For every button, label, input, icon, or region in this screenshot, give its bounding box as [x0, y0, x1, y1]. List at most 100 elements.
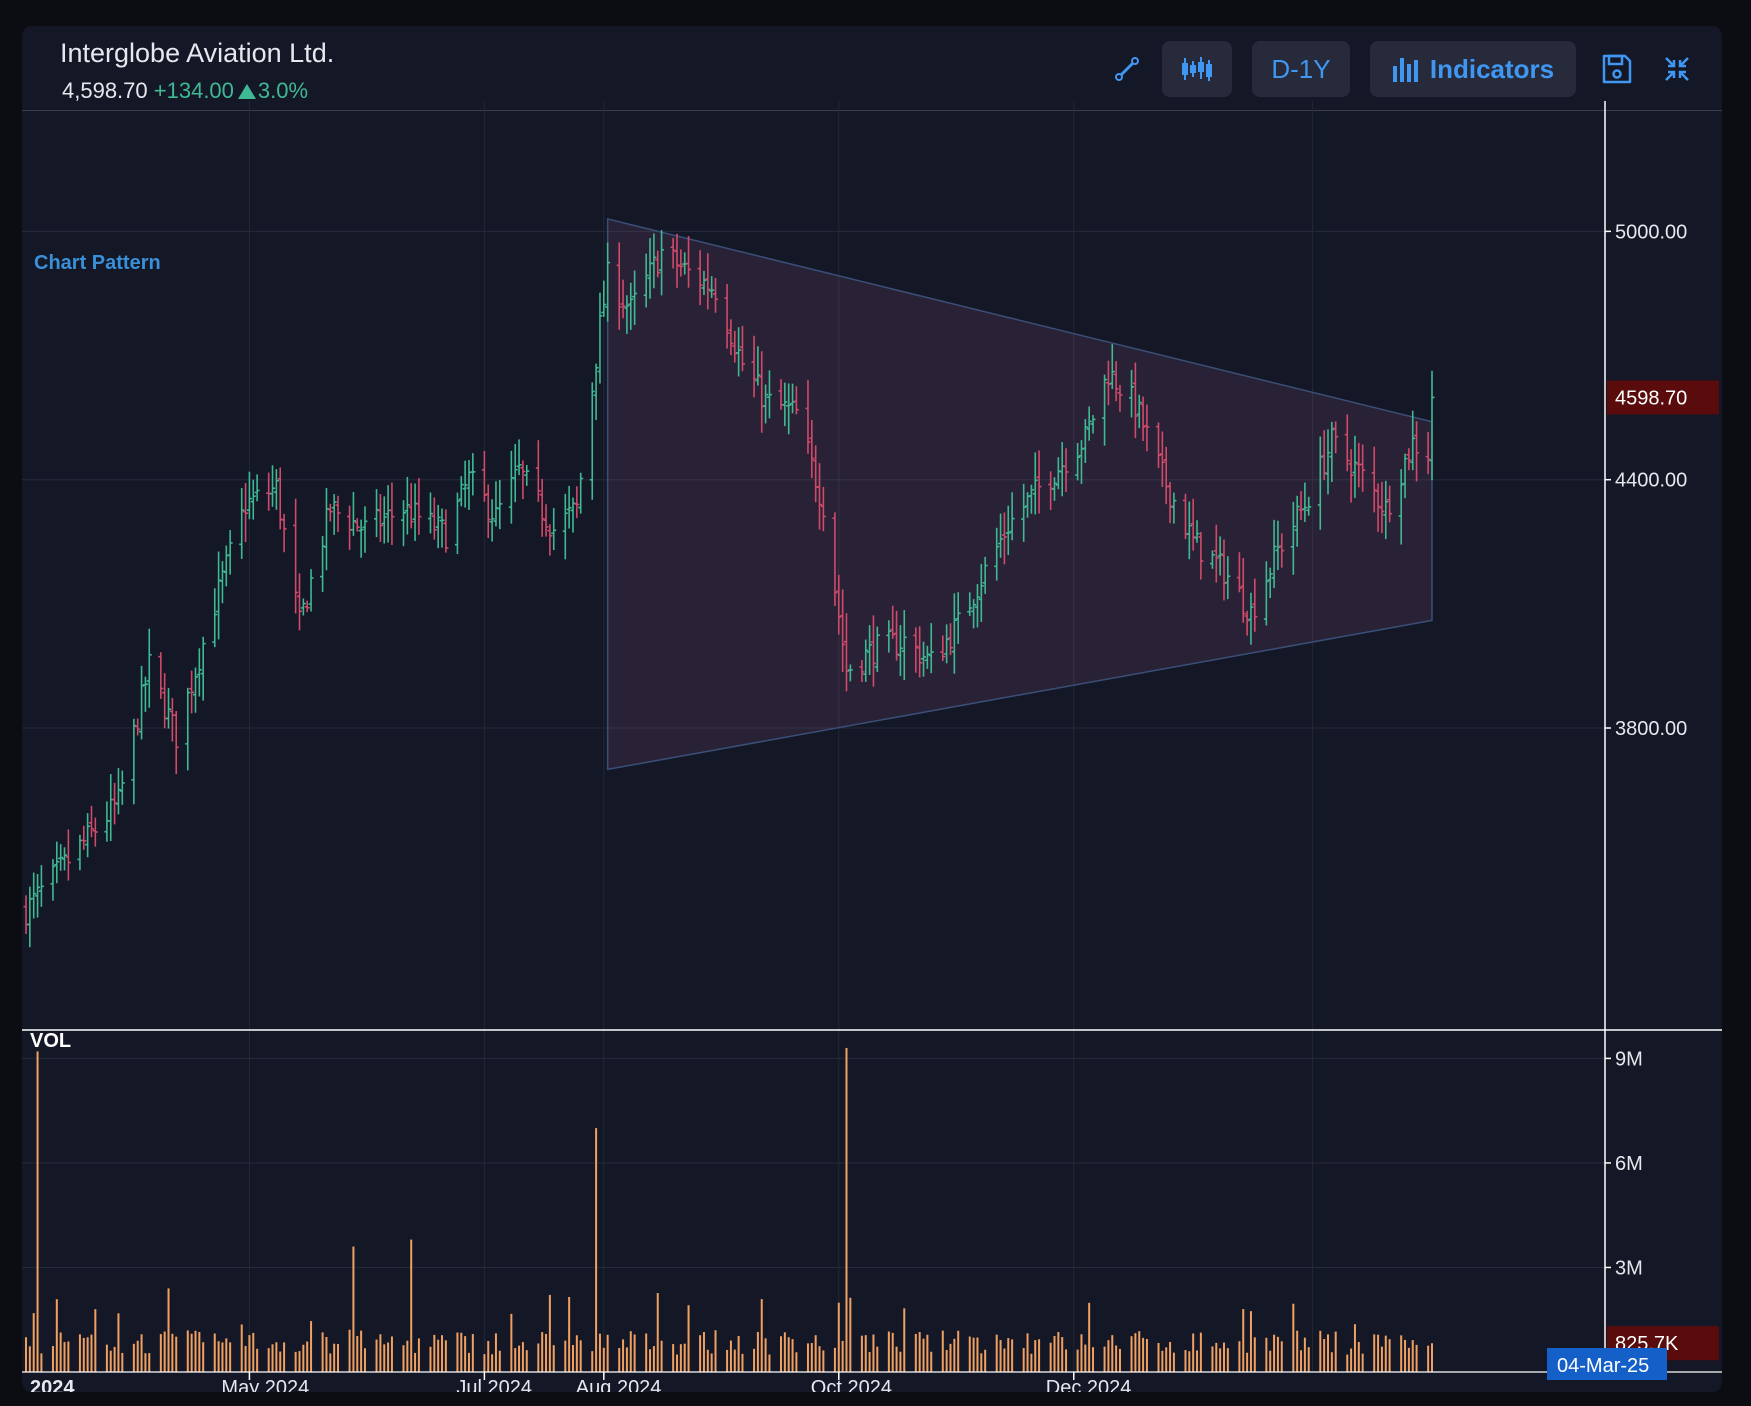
ohlc-bar — [27, 886, 33, 948]
chart-pattern-label[interactable]: Chart Pattern — [34, 252, 161, 274]
volume-bar — [1107, 1340, 1110, 1372]
volume-bar — [329, 1353, 332, 1372]
chart-pattern-triangle[interactable] — [606, 217, 1433, 771]
ohlc-bar — [793, 386, 799, 415]
volume-bar — [144, 1353, 147, 1372]
ohlc-bar — [628, 282, 634, 330]
ohlc-bar — [119, 770, 125, 805]
indicators-button[interactable]: Indicators — [1370, 41, 1576, 97]
volume-bar — [217, 1341, 220, 1372]
ohlc-bar — [624, 295, 630, 334]
volume-bar — [471, 1334, 474, 1372]
volume-bar — [275, 1342, 278, 1372]
volume-bar — [375, 1339, 378, 1372]
volume-bar — [194, 1330, 197, 1372]
volume-axis: 9M 6M 3M — [1605, 1048, 1643, 1279]
volume-bar — [564, 1340, 567, 1372]
ohlc-bar — [897, 625, 903, 677]
trendline-draw-icon — [1115, 57, 1139, 81]
volume-bar — [841, 1340, 844, 1372]
date-tick-label: 2024 — [30, 1377, 75, 1392]
ohlc-bar — [308, 569, 314, 612]
ohlc-bar — [1352, 435, 1358, 498]
volume-bar — [202, 1342, 205, 1372]
ohlc-bar — [131, 718, 137, 805]
save-button[interactable] — [1592, 41, 1642, 97]
draw-trendline-button[interactable] — [1102, 41, 1152, 97]
volume-bar — [1319, 1330, 1322, 1372]
ohlc-bar — [1159, 431, 1165, 488]
volume-bar — [1007, 1338, 1010, 1372]
up-arrow-icon — [237, 84, 256, 99]
volume-bar — [756, 1331, 759, 1372]
volume-bar — [1249, 1311, 1252, 1372]
ohlc-bar — [239, 487, 245, 559]
ohlc-bar — [1132, 362, 1138, 439]
volume-bar — [190, 1333, 193, 1372]
collapse-button[interactable] — [1652, 41, 1702, 97]
volume-bar — [59, 1332, 62, 1372]
ohlc-bar — [1136, 394, 1142, 429]
volume-bar — [849, 1297, 852, 1372]
period-button[interactable]: D-1Y — [1252, 41, 1350, 97]
chart-type-button[interactable] — [1162, 41, 1232, 97]
indicators-label: Indicators — [1429, 53, 1555, 84]
ohlc-bar — [1306, 496, 1312, 516]
ohlc-bar — [92, 817, 98, 847]
ohlc-bar — [847, 664, 853, 682]
volume-bar — [579, 1340, 582, 1372]
ohlc-bar — [1051, 477, 1057, 501]
ohlc-bar — [216, 551, 222, 640]
volume-tick-label: 9M — [1615, 1048, 1643, 1070]
volume-bar — [1296, 1330, 1299, 1372]
volume-bar — [163, 1331, 166, 1372]
volume-bar — [787, 1337, 790, 1372]
ohlc-bar — [947, 623, 953, 656]
ohlc-bar — [1252, 578, 1258, 632]
ohlc-bar — [786, 383, 792, 435]
ohlc-bar — [605, 242, 611, 322]
date-tick-label: Dec 2024 — [1046, 1377, 1132, 1392]
volume-bar — [714, 1330, 717, 1372]
volume-tick-label: 3M — [1615, 1257, 1643, 1279]
price-volume-chart[interactable]: 5000.00 4400.00 3800.00 9M 6M 3M 2024 May 202… — [22, 26, 1722, 1392]
volume-bar — [429, 1346, 432, 1372]
ohlc-bar — [158, 652, 164, 699]
ohlc-bar — [863, 639, 869, 682]
ohlc-bar — [1290, 501, 1296, 575]
ohlc-bar — [817, 463, 823, 530]
ohlc-bar — [1425, 432, 1431, 475]
volume-bar — [1384, 1335, 1387, 1372]
volume-bar — [283, 1342, 286, 1372]
ohlc-bar — [462, 460, 468, 508]
ohlc-bar — [250, 479, 256, 520]
volume-bar — [379, 1334, 382, 1372]
volume-bar — [1411, 1340, 1414, 1372]
volume-bar — [360, 1330, 363, 1372]
ohlc-bar — [1075, 442, 1081, 481]
volume-bar — [999, 1340, 1002, 1372]
volume-bar — [521, 1342, 524, 1372]
volume-bar — [837, 1302, 840, 1372]
volume-bar — [1380, 1346, 1383, 1372]
ohlc-bar — [1406, 448, 1412, 471]
ohlc-bar — [62, 847, 68, 871]
volume-bar — [949, 1343, 952, 1372]
ohlc-bar — [85, 813, 91, 858]
volume-bar — [510, 1313, 513, 1372]
volume-bar — [1404, 1339, 1407, 1372]
volume-bar — [876, 1346, 879, 1372]
ohlc-bar — [539, 478, 545, 537]
volume-bar — [968, 1336, 971, 1372]
ohlc-bar — [1383, 480, 1389, 540]
ohlc-bar — [967, 592, 973, 616]
ohlc-bar — [678, 249, 684, 277]
volume-bar — [1157, 1342, 1160, 1372]
ohlc-bar — [728, 319, 734, 356]
volume-bar — [545, 1333, 548, 1372]
volume-bar — [1350, 1348, 1353, 1372]
volume-bar — [456, 1332, 459, 1372]
ohlc-bar — [1294, 495, 1300, 547]
volume-bar — [25, 1337, 27, 1372]
